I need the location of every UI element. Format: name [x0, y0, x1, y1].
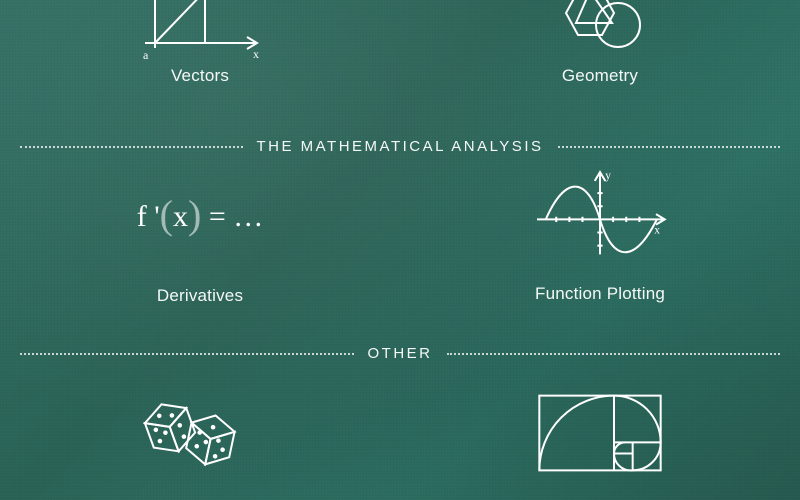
- menu-item-label: Geometry: [490, 66, 710, 86]
- menu-item-vectors[interactable]: x a Vectors: [90, 0, 310, 86]
- derivatives-icon: f '(x) = …: [130, 172, 270, 252]
- menu-item-label: Function Plotting: [490, 284, 710, 304]
- svg-text:x: x: [654, 224, 660, 236]
- svg-text:y: y: [605, 170, 611, 182]
- plotting-icon: x y: [530, 160, 670, 270]
- menu-item-golden-ratio[interactable]: [490, 378, 710, 488]
- dice-icon: [125, 372, 265, 482]
- section-divider-other: OTHER: [20, 345, 780, 362]
- menu-item-label: Derivatives: [90, 286, 310, 306]
- menu-item-derivatives[interactable]: f '(x) = … Derivatives: [90, 172, 310, 306]
- section-title: OTHER: [368, 345, 433, 362]
- menu-item-geometry[interactable]: Geometry: [490, 0, 710, 86]
- geometry-icon: [530, 0, 670, 58]
- vectors-icon: x a: [130, 0, 270, 58]
- section-divider-analysis: THE MATHEMATICAL ANALYSIS: [20, 138, 780, 155]
- svg-text:x: x: [253, 47, 259, 61]
- svg-text:a: a: [143, 48, 149, 62]
- golden-spiral-icon: [530, 378, 670, 488]
- menu-item-label: Vectors: [90, 66, 310, 86]
- menu-item-probability[interactable]: [85, 372, 305, 482]
- menu-item-function-plotting[interactable]: x y Function Plotting: [490, 160, 710, 304]
- section-title: THE MATHEMATICAL ANALYSIS: [257, 138, 544, 155]
